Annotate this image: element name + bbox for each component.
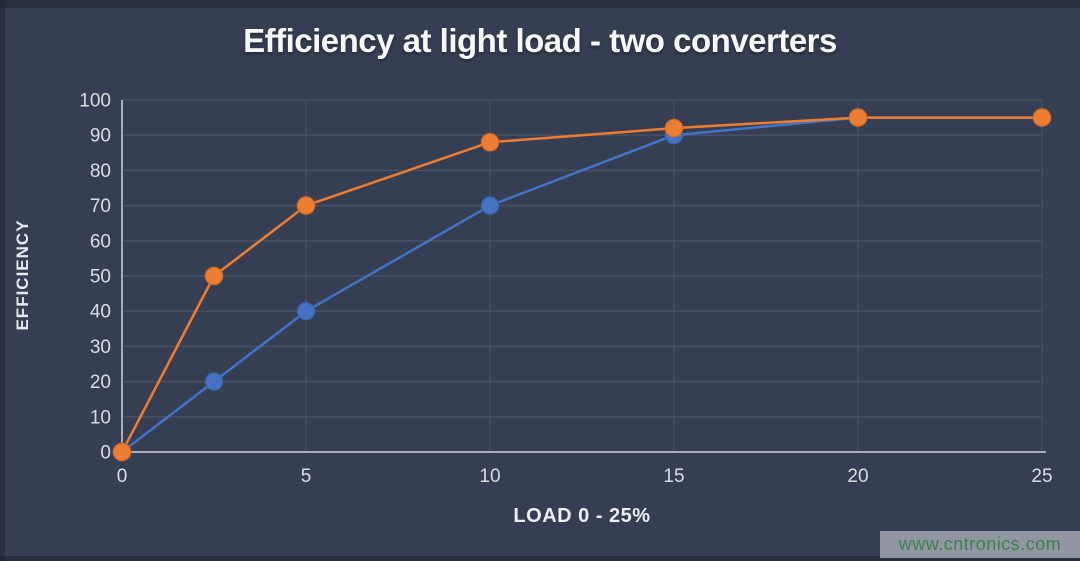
y-tick-label: 60 [90, 231, 111, 252]
x-tick-label: 15 [663, 466, 684, 487]
data-point-converter-blue [480, 196, 500, 215]
y-tick-label: 90 [90, 126, 111, 147]
series-line-converter-orange [120, 116, 1042, 453]
y-tick-label: 30 [90, 337, 111, 358]
x-tick-label: 0 [117, 466, 128, 487]
series-line-converter-blue [121, 116, 1042, 453]
chart-title: Efficiency at light load - two converter… [243, 22, 837, 59]
y-tick-label: 100 [79, 91, 111, 112]
y-tick-label: 50 [90, 267, 111, 288]
watermark-strip: www.cntronics.com [880, 531, 1080, 558]
x-tick-label: 10 [479, 466, 500, 487]
data-point-converter-orange [848, 108, 868, 127]
data-point-converter-orange [204, 266, 224, 286]
y-tick-label: 70 [90, 196, 111, 217]
x-tick-label: 5 [301, 466, 312, 487]
data-point-converter-blue [296, 301, 316, 321]
y-axis-title: EFFICIENCY [13, 219, 32, 331]
data-point-converter-orange [112, 442, 132, 462]
y-tick-label: 80 [90, 161, 111, 182]
y-tick-label: 20 [90, 372, 111, 393]
data-point-converter-orange [664, 118, 684, 138]
y-tick-label: 10 [90, 407, 111, 428]
data-point-converter-blue [204, 372, 224, 391]
data-point-converter-orange [480, 132, 500, 152]
x-tick-label: 20 [847, 466, 868, 487]
x-axis-title: LOAD 0 - 25% [513, 505, 651, 527]
data-point-converter-orange [296, 196, 316, 215]
y-tick-label: 0 [100, 443, 111, 464]
x-tick-label: 25 [1031, 466, 1052, 487]
y-tick-label: 40 [90, 302, 111, 323]
data-point-converter-orange [1032, 108, 1052, 127]
watermark-text: www.cntronics.com [898, 534, 1062, 554]
